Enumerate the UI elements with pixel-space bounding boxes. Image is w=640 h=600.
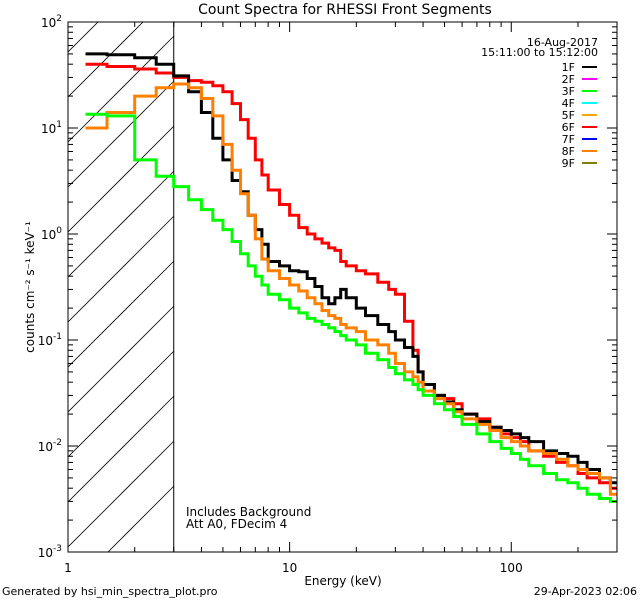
hatch-line [68, 22, 99, 53]
annotation-background: Includes Background [186, 505, 311, 519]
y-tick-label: 10-2 [38, 438, 62, 454]
series-group [85, 52, 617, 503]
legend-label-6F: 6F [562, 121, 575, 134]
y-tick-label: 101 [41, 120, 62, 136]
x-axis-label: Energy (keV) [304, 574, 381, 588]
axis-ticks: 1 10 100 10-3 10-2 10-1 100 101 102 [38, 14, 618, 575]
hatch-line [68, 170, 175, 278]
y-tick-label: 10-3 [38, 544, 62, 560]
hatch-line [68, 22, 144, 98]
series-line-8F [85, 82, 617, 496]
footer-timestamp: 29-Apr-2023 02:06 [534, 585, 637, 598]
legend-label-1F: 1F [562, 61, 575, 74]
legend-label-2F: 2F [562, 73, 575, 86]
series-line-6F [85, 62, 617, 490]
legend-label-7F: 7F [562, 133, 575, 146]
hatch-line [68, 215, 175, 323]
y-tick-label: 102 [41, 14, 62, 30]
attenuator-hatched-region [68, 0, 175, 552]
legend-label-5F: 5F [562, 109, 575, 122]
info-date: 16-Aug-2017 [527, 36, 598, 49]
hatch-line [68, 440, 175, 548]
legend-label-3F: 3F [562, 85, 575, 98]
x-tick-label: 1 [64, 561, 72, 575]
x-tick-label: 10 [282, 561, 297, 575]
legend-label-9F: 9F [562, 157, 575, 170]
x-tick-label: 100 [500, 561, 523, 575]
hatch-line [68, 125, 175, 233]
series-line-1F [85, 52, 617, 485]
chart-title: Count Spectra for RHESSI Front Segments [198, 2, 492, 18]
series-line-3F [85, 112, 617, 503]
annotation-attenuator: Att A0, FDecim 4 [186, 517, 287, 531]
hatch-line [68, 260, 175, 368]
hatch-line [68, 395, 175, 503]
hatch-line [68, 35, 175, 143]
y-axis-label: counts cm⁻² s⁻¹ keV⁻¹ [23, 221, 37, 353]
y-tick-label: 10-1 [38, 332, 62, 348]
legend-label-8F: 8F [562, 145, 575, 158]
hatch-line [68, 350, 175, 458]
y-tick-label: 100 [41, 226, 62, 242]
hatch-line [107, 485, 175, 552]
footer-generated-by: Generated by hsi_min_spectra_plot.pro [2, 585, 218, 598]
hatch-line [68, 305, 175, 413]
info-time-range: 15:11:00 to 15:12:00 [481, 46, 598, 59]
hatch-line [68, 0, 174, 7]
hatch-line [68, 80, 175, 188]
plot-frame [67, 21, 618, 553]
legend-label-4F: 4F [562, 97, 575, 110]
